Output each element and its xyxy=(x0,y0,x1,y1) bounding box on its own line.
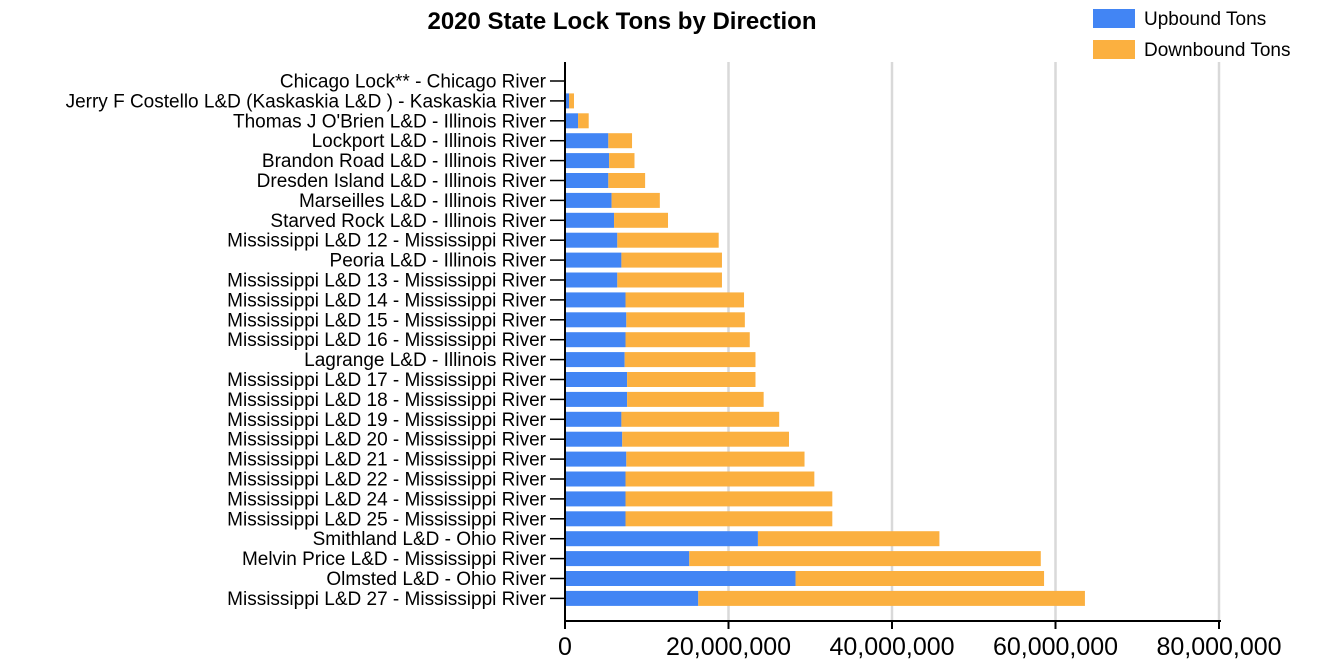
bar-upbound-6 xyxy=(565,192,612,208)
category-label-3: Lockport L&D - Illinois River xyxy=(312,131,547,152)
category-label-15: Mississippi L&D 17 - Mississippi River xyxy=(227,370,547,391)
x-tick-labels: 0 20,000,000 40,000,000 60,000,000 80,000,00… xyxy=(558,633,1282,660)
category-label-11: Mississippi L&D 14 - Mississippi River xyxy=(227,290,547,311)
category-label-22: Mississippi L&D 25 - Mississippi River xyxy=(227,509,547,530)
legend-label-downbound: Downbound Tons xyxy=(1144,40,1290,61)
category-label-16: Mississippi L&D 18 - Mississippi River xyxy=(227,390,547,411)
category-label-18: Mississippi L&D 20 - Mississippi River xyxy=(227,430,547,451)
bar-downbound-14 xyxy=(624,352,756,368)
legend-swatch-upbound xyxy=(1093,9,1135,28)
legend-swatch-downbound xyxy=(1093,40,1135,59)
bar-downbound-2 xyxy=(578,113,589,129)
bar-downbound-7 xyxy=(614,212,669,228)
category-label-17: Mississippi L&D 19 - Mississippi River xyxy=(227,410,547,431)
bar-upbound-18 xyxy=(565,431,623,447)
category-label-8: Mississippi L&D 12 - Mississippi River xyxy=(227,231,547,252)
category-label-4: Brandon Road L&D - Illinois River xyxy=(262,151,547,172)
bar-downbound-11 xyxy=(625,292,745,308)
bar-upbound-2 xyxy=(565,113,579,129)
bar-downbound-22 xyxy=(625,511,833,527)
category-label-14: Lagrange L&D - Illinois River xyxy=(304,350,547,371)
bar-upbound-25 xyxy=(565,571,796,586)
category-label-6: Marseilles L&D - Illinois River xyxy=(299,191,547,212)
x-tick-label-1: 20,000,000 xyxy=(666,633,791,660)
category-label-21: Mississippi L&D 24 - Mississippi River xyxy=(227,489,547,510)
category-label-7: Starved Rock L&D - Illinois River xyxy=(270,211,546,232)
bar-downbound-1 xyxy=(569,93,574,109)
bar-upbound-9 xyxy=(565,252,622,268)
category-label-20: Mississippi L&D 22 - Mississippi River xyxy=(227,470,547,491)
legend: Upbound Tons Downbound Tons xyxy=(1093,9,1290,61)
category-label-26: Mississippi L&D 27 - Mississippi River xyxy=(227,589,547,610)
bar-upbound-11 xyxy=(565,292,626,308)
bar-downbound-26 xyxy=(698,590,1085,606)
bar-upbound-17 xyxy=(565,411,622,427)
category-label-5: Dresden Island L&D - Illinois River xyxy=(257,171,547,192)
bar-downbound-6 xyxy=(611,192,660,208)
x-tick-label-2: 40,000,000 xyxy=(829,633,954,660)
bar-upbound-5 xyxy=(565,173,609,188)
bar-downbound-25 xyxy=(795,571,1045,586)
bar-upbound-10 xyxy=(565,272,618,288)
bar-downbound-23 xyxy=(757,531,940,547)
bar-downbound-8 xyxy=(617,232,719,248)
bar-downbound-19 xyxy=(626,451,805,467)
bar-upbound-24 xyxy=(565,551,690,567)
x-tick-label-3: 60,000,000 xyxy=(993,633,1118,660)
bar-upbound-21 xyxy=(565,491,626,507)
bar-downbound-3 xyxy=(608,133,633,149)
chart-title: 2020 State Lock Tons by Direction xyxy=(427,8,816,35)
category-label-10: Mississippi L&D 13 - Mississippi River xyxy=(227,271,547,292)
x-tick-label-4: 80,000,000 xyxy=(1156,633,1281,660)
category-label-13: Mississippi L&D 16 - Mississippi River xyxy=(227,330,547,351)
bar-downbound-12 xyxy=(626,312,745,328)
bar-upbound-12 xyxy=(565,312,627,328)
bars xyxy=(565,93,1085,606)
bar-upbound-4 xyxy=(565,153,610,169)
bar-downbound-15 xyxy=(627,372,756,387)
bar-upbound-23 xyxy=(565,531,758,547)
bar-downbound-9 xyxy=(621,252,722,268)
bar-upbound-1 xyxy=(565,93,570,109)
bar-upbound-8 xyxy=(565,232,618,248)
bar-upbound-13 xyxy=(565,332,626,348)
category-label-24: Melvin Price L&D - Mississippi River xyxy=(242,549,547,570)
bar-upbound-7 xyxy=(565,212,615,228)
category-label-9: Peoria L&D - Illinois River xyxy=(330,251,547,272)
category-label-2: Thomas J O'Brien L&D - Illinois River xyxy=(233,111,547,132)
bar-downbound-4 xyxy=(609,153,635,169)
bar-downbound-20 xyxy=(625,471,815,487)
bar-downbound-21 xyxy=(625,491,833,507)
bar-downbound-17 xyxy=(621,411,780,427)
bar-upbound-22 xyxy=(565,511,626,527)
category-label-23: Smithland L&D - Ohio River xyxy=(313,529,547,550)
category-label-19: Mississippi L&D 21 - Mississippi River xyxy=(227,450,547,471)
bar-upbound-20 xyxy=(565,471,626,487)
category-label-12: Mississippi L&D 15 - Mississippi River xyxy=(227,310,547,331)
x-tick-label-0: 0 xyxy=(558,633,572,660)
bar-downbound-24 xyxy=(689,551,1041,567)
bar-downbound-16 xyxy=(627,391,764,407)
bar-downbound-10 xyxy=(617,272,722,288)
bar-upbound-14 xyxy=(565,352,625,368)
axes xyxy=(550,62,1221,629)
bar-upbound-26 xyxy=(565,590,699,606)
category-label-0: Chicago Lock** - Chicago River xyxy=(280,72,547,93)
bar-upbound-19 xyxy=(565,451,627,467)
category-label-1: Jerry F Costello L&D (Kaskaskia L&D ) - … xyxy=(66,91,547,112)
bar-upbound-16 xyxy=(565,391,628,407)
legend-label-upbound: Upbound Tons xyxy=(1144,9,1266,30)
bar-downbound-13 xyxy=(625,332,750,348)
bar-upbound-3 xyxy=(565,133,609,149)
bar-downbound-18 xyxy=(622,431,789,447)
bar-upbound-15 xyxy=(565,372,628,387)
bar-downbound-5 xyxy=(608,173,646,188)
category-label-25: Olmsted L&D - Ohio River xyxy=(326,569,546,590)
